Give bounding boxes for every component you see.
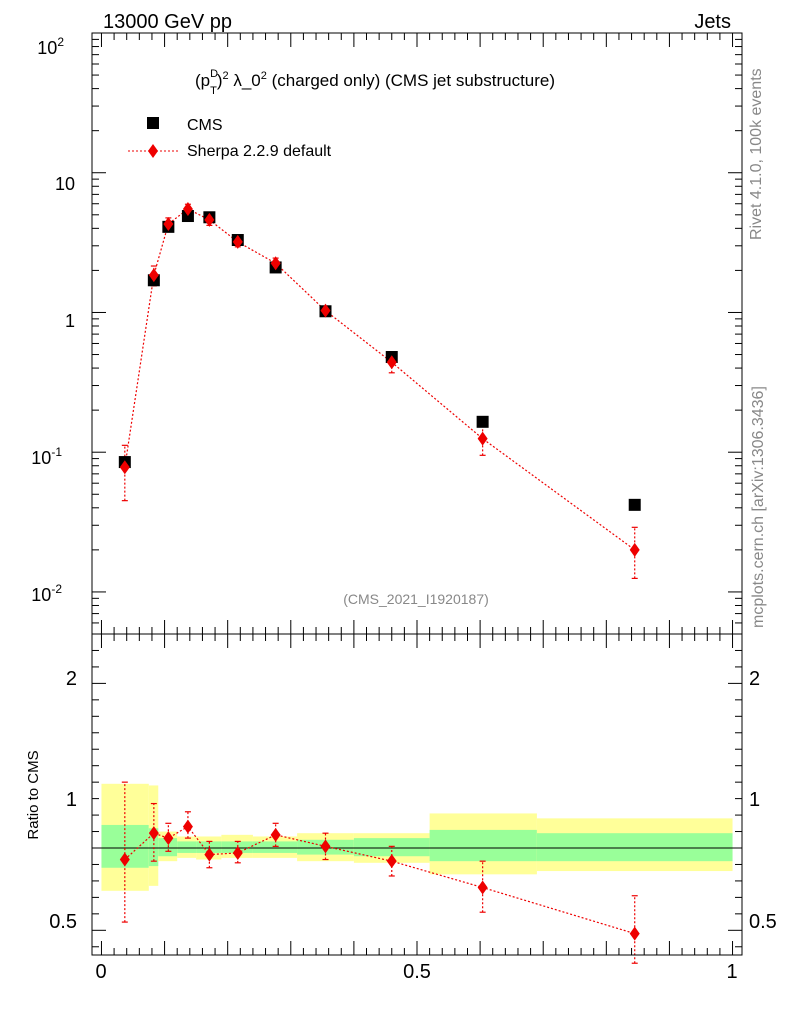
ratio-mc-point	[119, 852, 130, 867]
rivet-label: Rivet 4.1.0, 100k events	[748, 68, 765, 240]
ratio-band-inner	[158, 838, 178, 857]
legend-marker-cms	[147, 117, 159, 129]
ratio-plot-frame	[91, 633, 743, 956]
mc-data-point	[232, 234, 243, 249]
mc-data-point	[477, 431, 488, 446]
ratio-band-inner	[252, 841, 298, 853]
y-tick-label-1: 1	[65, 311, 75, 331]
mc-line	[124, 208, 636, 551]
ratio-series	[119, 781, 640, 964]
cms-data-point	[476, 415, 489, 428]
plot-title: (pD T)2 λ_02 (charged only) (CMS jet subs…	[195, 68, 555, 97]
ratio-y-tick-label-right-1: 1	[749, 789, 760, 811]
mc-data-point	[163, 216, 174, 231]
ratio-y-tick-label-right-2: 2	[749, 668, 760, 690]
mcplots-label: mcplots.cern.ch [arXiv:1306.3436]	[750, 386, 767, 628]
main-axes	[92, 32, 742, 635]
y-tick-label-0.01: 10-2	[31, 582, 62, 605]
ratio-y-tick-label-2: 2	[66, 668, 77, 690]
ratio-y-tick-label-right-0.5: 0.5	[749, 911, 777, 933]
ratio-mc-point	[163, 831, 174, 846]
legend-label-mc: Sherpa 2.2.9 default	[187, 143, 332, 160]
header-left: 13000 GeV pp	[103, 11, 232, 33]
x-tick-label-0.5: 0.5	[403, 961, 431, 983]
mc-data-point	[320, 303, 331, 318]
analysis-watermark: (CMS_2021_I1920187)	[343, 591, 489, 607]
mc-data-point	[182, 202, 193, 217]
mc-data-point	[119, 460, 130, 475]
header-right: Jets	[694, 11, 731, 33]
y-tick-label-100: 102	[37, 35, 64, 58]
ratio-band-inner	[196, 841, 222, 853]
ratio-mc-point	[148, 826, 159, 841]
ratio-mc-point	[477, 880, 488, 895]
y-tick-label-0.1: 10-1	[31, 445, 62, 468]
main-series	[118, 202, 641, 579]
x-tick-label-0: 0	[95, 961, 106, 983]
mc-data-point	[386, 355, 397, 370]
y-tick-label-10: 10	[55, 174, 75, 194]
ratio-uncertainty-bands	[92, 783, 742, 891]
legend: CMS Sherpa 2.2.9 default	[128, 117, 332, 160]
ratio-mc-point	[320, 839, 331, 854]
x-tick-label-1: 1	[726, 961, 737, 983]
cms-data-point	[628, 498, 641, 511]
ratio-mc-point	[232, 845, 243, 860]
ratio-band-inner	[429, 829, 537, 862]
ratio-y-axis-label: Ratio to CMS	[25, 750, 42, 839]
mc-data-point	[270, 256, 281, 271]
ratio-band-inner	[536, 833, 733, 862]
ratio-mc-point	[204, 847, 215, 862]
ratio-mc-point	[182, 819, 193, 834]
cms-data-point	[181, 210, 194, 223]
mc-data-point	[204, 212, 215, 227]
ratio-mc-point	[629, 926, 640, 941]
mc-data-point	[148, 268, 159, 283]
main-y-tick-labels: 102 10 1 10-1 10-2	[31, 35, 75, 605]
ratio-mc-point	[270, 827, 281, 842]
ratio-axes	[92, 634, 742, 955]
ratio-y-tick-label-0.5: 0.5	[49, 911, 77, 933]
legend-label-cms: CMS	[187, 117, 223, 134]
ratio-band-inner	[177, 841, 197, 853]
legend-marker-mc	[148, 144, 158, 158]
ratio-y-tick-label-1: 1	[66, 789, 77, 811]
mc-data-point	[629, 542, 640, 557]
ratio-mc-point	[386, 854, 397, 869]
